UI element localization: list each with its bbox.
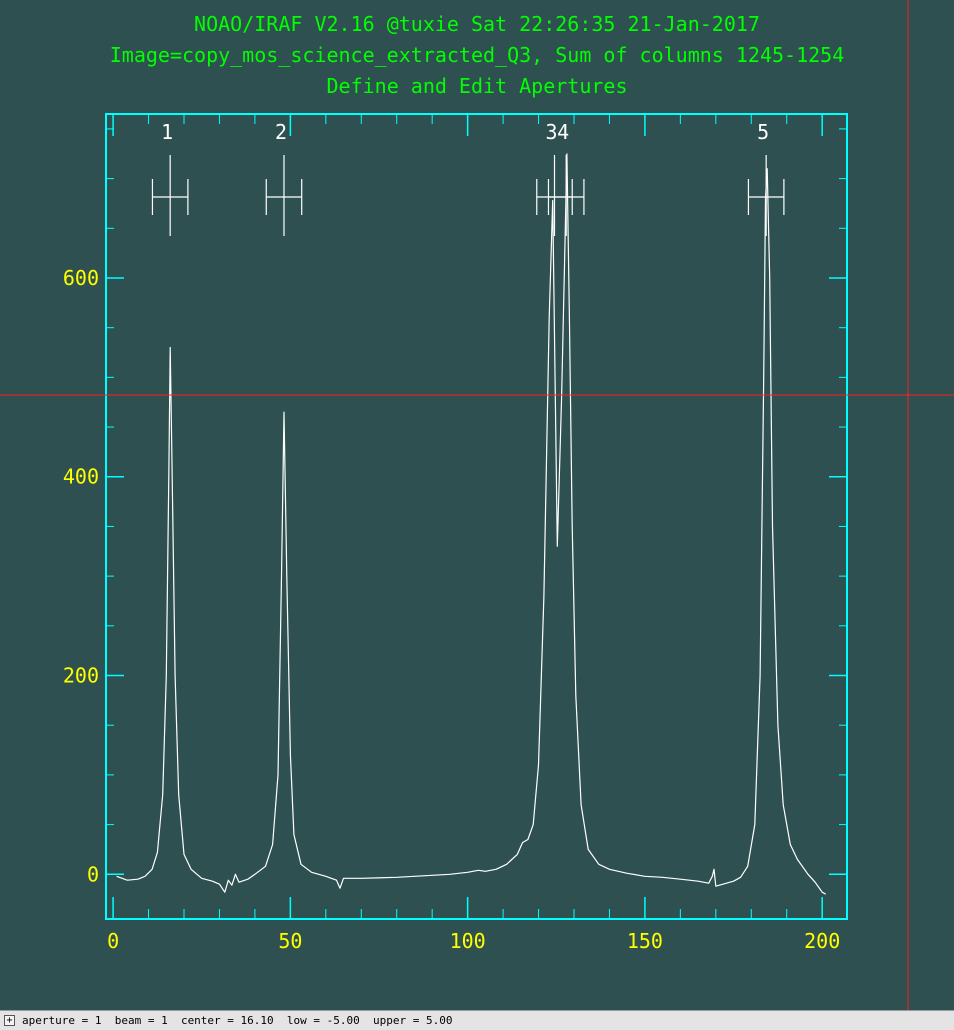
aperture-4-label: 4 <box>557 120 569 144</box>
plot-frame <box>105 113 848 920</box>
y-tick-label-0: 0 <box>87 862 99 886</box>
status-text: aperture = 1 beam = 1 center = 16.10 low… <box>22 1014 453 1027</box>
y-tick-label-600: 600 <box>63 266 99 290</box>
y-tick-label-400: 400 <box>63 465 99 489</box>
y-tick-label-200: 200 <box>63 664 99 688</box>
spectrum-line-0 <box>116 153 826 895</box>
tick-labels-layer: 0 50 100 150 200 0 200 400 600 <box>63 266 840 953</box>
x-tick-label-0: 0 <box>107 929 119 953</box>
header-image-info: Image=copy_mos_science_extracted_Q3, Sum… <box>109 43 845 67</box>
ticks-layer <box>106 114 847 919</box>
x-tick-label-200: 200 <box>804 929 840 953</box>
x-tick-label-100: 100 <box>450 929 486 953</box>
aperture-3-label: 3 <box>545 120 557 144</box>
spectrum-layer <box>116 153 826 895</box>
x-tick-label-50: 50 <box>278 929 302 953</box>
status-toggle-button[interactable]: + <box>4 1015 15 1026</box>
aperture-5-label: 5 <box>757 120 769 144</box>
header-task-name: Define and Edit Apertures <box>326 74 628 98</box>
header-title: NOAO/IRAF V2.16 @tuxie Sat 22:26:35 21-J… <box>194 12 760 36</box>
aperture-2-label: 2 <box>275 120 287 144</box>
aperture-1-label: 1 <box>161 120 173 144</box>
status-bar: + aperture = 1 beam = 1 center = 16.10 l… <box>0 1010 954 1030</box>
x-tick-label-150: 150 <box>627 929 663 953</box>
